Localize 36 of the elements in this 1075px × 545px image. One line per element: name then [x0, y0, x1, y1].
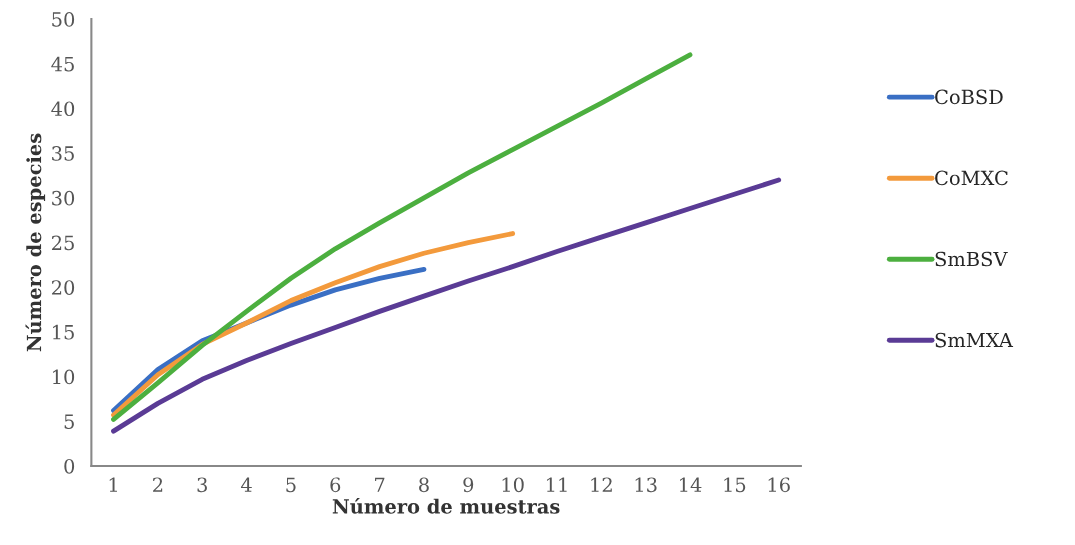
- y-tick-label: 25: [51, 235, 74, 251]
- legend-label: CoBSD: [935, 89, 1003, 105]
- y-axis-title: Número de especies: [25, 133, 46, 352]
- line-series: [111, 231, 516, 418]
- line-series: [111, 52, 693, 422]
- x-tick-label: 5: [286, 477, 296, 493]
- x-tick-label: 11: [546, 477, 567, 492]
- x-tick-label: 16: [768, 477, 790, 493]
- y-tick-label: 50: [52, 12, 75, 27]
- y-tick-label: 35: [52, 146, 74, 161]
- legend-label: SmMXA: [935, 332, 1014, 348]
- x-tick-label: 13: [635, 477, 657, 493]
- x-tick-label: 1: [109, 477, 117, 492]
- x-tick-label: 12: [591, 477, 612, 492]
- y-tick-label: 10: [53, 369, 75, 385]
- y-tick-label: 0: [64, 458, 75, 474]
- line-series: [111, 177, 782, 434]
- x-tick-label: 10: [502, 477, 524, 493]
- x-tick-label: 4: [240, 477, 252, 492]
- x-tick-label: 3: [197, 477, 207, 493]
- x-axis-title: Número de muestras: [332, 497, 560, 514]
- y-tick-label: 15: [53, 324, 74, 340]
- x-tick-label: 9: [463, 477, 474, 493]
- x-tick-label: 2: [153, 477, 163, 492]
- x-tick-label: 15: [724, 477, 746, 493]
- legend-label: SmBSV: [935, 251, 1008, 267]
- y-tick-label: 45: [51, 56, 74, 72]
- y-tick-label: 30: [52, 190, 75, 206]
- y-tick-label: 40: [51, 101, 75, 117]
- legend-label: CoMXC: [935, 170, 1008, 186]
- x-tick-label: 8: [419, 477, 429, 493]
- y-tick-label: 20: [51, 280, 75, 295]
- x-tick-label: 7: [375, 477, 385, 492]
- x-tick-label: 6: [330, 477, 341, 493]
- x-tick-label: 14: [680, 477, 702, 492]
- y-tick-label: 5: [64, 414, 74, 429]
